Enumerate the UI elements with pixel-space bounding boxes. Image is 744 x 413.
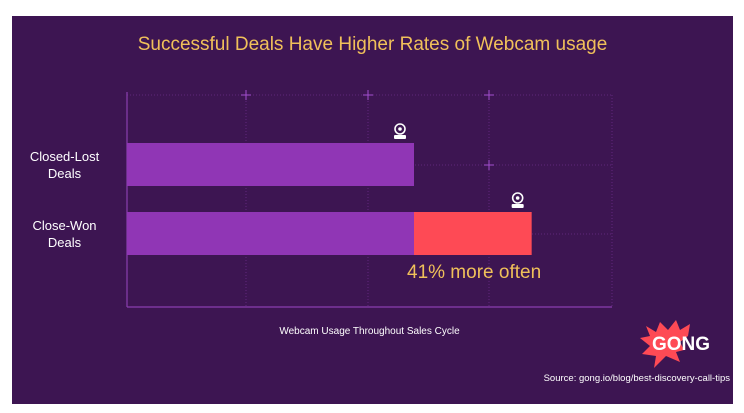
increase-annotation: 41% more often bbox=[407, 262, 542, 283]
webcam-lens bbox=[515, 196, 520, 200]
x-axis-label: Webcam Usage Throughout Sales Cycle bbox=[279, 326, 460, 337]
category-label-line: Close-Won bbox=[32, 218, 97, 233]
chart-title: Successful Deals Have Higher Rates of We… bbox=[137, 34, 608, 55]
svg-text:GONG: GONG bbox=[652, 334, 710, 355]
category-label-close-won: Close-Won Deals bbox=[12, 217, 117, 251]
webcam-base bbox=[394, 135, 406, 139]
webcam-icon bbox=[511, 192, 524, 204]
category-label-line: Closed-Lost bbox=[29, 149, 100, 164]
category-label-closed-lost: Closed-Lost Deals bbox=[12, 148, 117, 182]
bar bbox=[127, 143, 414, 186]
webcam-base bbox=[511, 204, 524, 208]
webcam-lens bbox=[398, 127, 402, 131]
category-label-line: Deals bbox=[47, 235, 82, 250]
bar-increase bbox=[414, 212, 532, 255]
category-label-line: Deals bbox=[47, 166, 82, 181]
gong-logo: GONG bbox=[640, 320, 710, 368]
bar bbox=[127, 212, 414, 255]
webcam-icon bbox=[394, 123, 406, 135]
chart-panel bbox=[12, 16, 733, 404]
source-text: Source: gong.io/blog/best-discovery-call… bbox=[543, 373, 730, 384]
